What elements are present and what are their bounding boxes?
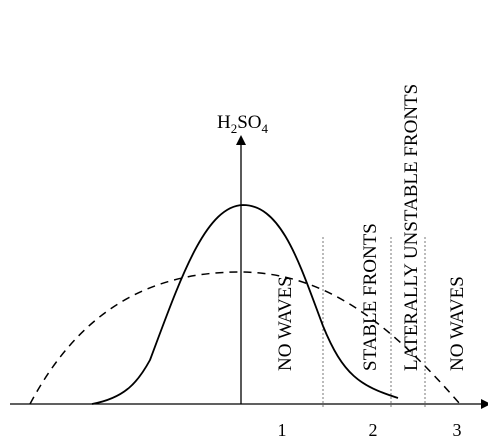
x-tick-label-1: 1 [278,420,287,439]
x-tick-label-3: 3 [453,420,462,439]
region-label-no-waves-left: NO WAVES [275,276,296,371]
region-label-no-waves-right: NO WAVES [447,276,468,371]
dashed-curve [30,272,460,404]
region-label-stable-fronts: STABLE FRONTS [360,223,381,371]
x-tick-label-2: 2 [369,420,378,439]
solid-curve [92,205,398,404]
region-label-laterally-unstable-fronts: LATERALLY UNSTABLE FRONTS [401,84,422,371]
y-axis-label: H2SO4 [217,112,269,136]
